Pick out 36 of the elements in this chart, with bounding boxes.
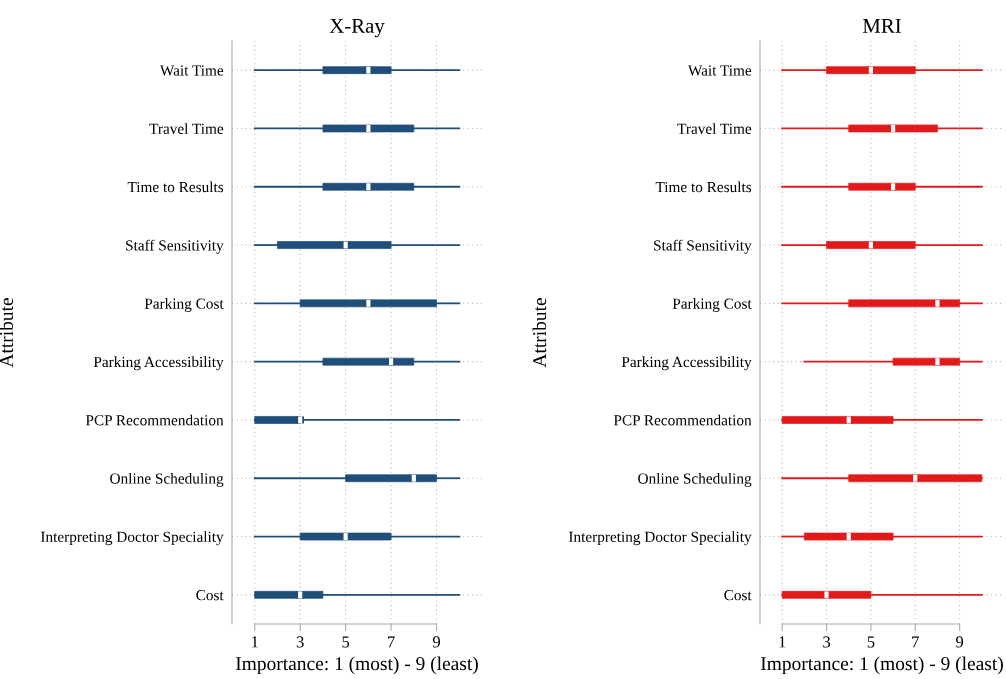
y-tick-label: Online Scheduling — [638, 472, 752, 487]
y-tick-label: PCP Recommendation — [613, 414, 752, 426]
y-tick-label: Staff Sensitivity — [126, 239, 224, 254]
y-tick-label: Time to Results — [127, 181, 224, 193]
y-tick-label: Wait Time — [159, 65, 224, 76]
y-tick-label: PCP Recommendation — [85, 414, 224, 426]
y-tick-label: Online Scheduling — [110, 472, 224, 487]
y-tick-label: Interpreting Doctor Speciality — [40, 531, 224, 546]
y-tick-label: Cost — [724, 590, 752, 601]
x-tick-label: 7 — [912, 636, 919, 648]
x-tick-label: 1 — [779, 636, 786, 648]
x-tick-label: 5 — [342, 636, 350, 648]
chart-title: X-Ray — [329, 19, 385, 38]
y-tick-label: Time to Results — [655, 181, 752, 193]
y-axis-title: Attribute — [0, 298, 14, 368]
x-tick-label: 9 — [432, 636, 441, 648]
y-tick-label: Wait Time — [687, 65, 752, 76]
x-axis-title: Importance: 1 (most) - 9 (least) — [235, 656, 478, 675]
y-axis-title: Attribute — [532, 298, 547, 368]
x-tick-label: 3 — [296, 636, 304, 648]
x-tick-label: 3 — [823, 636, 831, 648]
x-tick-label: 9 — [956, 636, 964, 648]
y-tick-label: Parking Accessibility — [621, 356, 752, 371]
y-tick-label: Travel Time — [149, 123, 224, 134]
y-tick-label: Cost — [196, 590, 224, 601]
y-tick-label: Parking Cost — [144, 298, 224, 312]
y-tick-label: Parking Accessibility — [93, 356, 224, 371]
x-axis-title: Importance: 1 (most) - 9 (least) — [760, 656, 1003, 675]
x-tick-label: 5 — [867, 636, 875, 648]
x-tick-label: 7 — [388, 636, 395, 648]
x-tick-label: 1 — [252, 636, 258, 648]
y-tick-label: Parking Cost — [672, 298, 752, 312]
y-tick-label: Interpreting Doctor Speciality — [568, 531, 752, 546]
chart-title: MRI — [862, 19, 901, 33]
y-tick-label: Travel Time — [677, 123, 752, 134]
y-tick-label: Staff Sensitivity — [654, 239, 752, 254]
